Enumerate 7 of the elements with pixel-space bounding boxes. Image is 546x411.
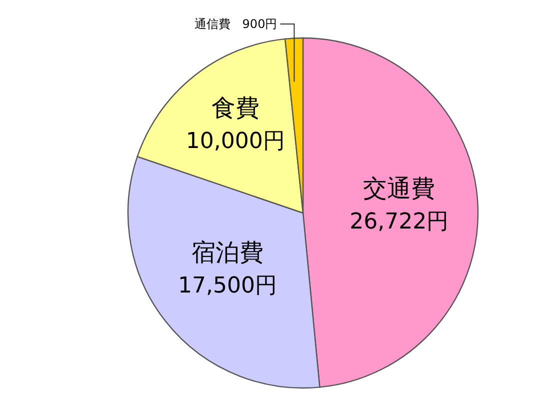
slice-label: 交通費 <box>363 174 436 202</box>
slice-label: 食費 <box>211 94 260 122</box>
slice-label: 通信費 900円 <box>194 17 278 31</box>
data-label: 10,000円 <box>186 129 285 154</box>
data-label: 26,722円 <box>350 209 449 234</box>
data-label: 17,500円 <box>178 274 277 299</box>
slice-label: 宿泊費 <box>192 238 264 267</box>
